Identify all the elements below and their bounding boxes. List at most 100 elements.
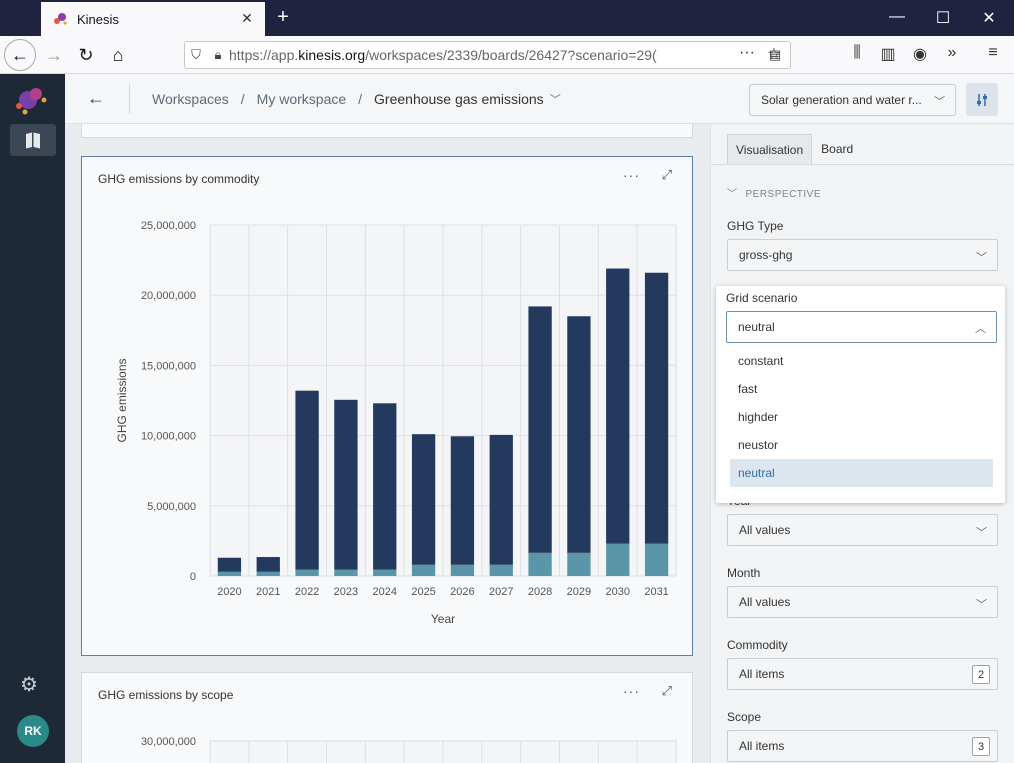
expand-icon[interactable]: ⤢: [661, 167, 672, 182]
reload-icon[interactable]: ↻: [78, 44, 94, 65]
page-actions-icon[interactable]: ···: [739, 44, 755, 61]
browser-forward-icon[interactable]: →: [45, 44, 63, 65]
y-tick-label: 0: [190, 571, 196, 583]
expand-icon[interactable]: ⤢: [661, 683, 672, 698]
chart-card-commodity[interactable]: GHG emissions by commodity ··· ⤢ 0 5,000,…: [81, 156, 693, 656]
dropdown-option-highder[interactable]: highder: [738, 410, 779, 424]
breadcrumb-my-workspace[interactable]: My workspace: [256, 91, 347, 107]
bar-segment: [606, 268, 630, 544]
lock-icon[interactable]: 🔒︎: [214, 47, 222, 62]
commodity-count-badge: 2: [972, 665, 990, 684]
window-close-icon[interactable]: ✕: [982, 10, 996, 27]
chevron-up-icon[interactable]: ︿: [975, 323, 986, 335]
back-arrow-icon[interactable]: ←: [87, 88, 105, 108]
bar-segment: [567, 552, 591, 576]
commodity-value: All items: [739, 667, 785, 681]
more-options-icon[interactable]: ···: [623, 167, 640, 183]
tab-visualisation[interactable]: Visualisation: [727, 134, 813, 164]
dropdown-option-constant[interactable]: constant: [738, 354, 784, 368]
commodity-label: Commodity: [727, 638, 788, 652]
chart-title: GHG emissions by commodity: [98, 172, 260, 186]
scope-select[interactable]: All items 3: [727, 730, 998, 762]
x-axis-title: Year: [431, 612, 455, 626]
y-tick-label: 10,000,000: [141, 431, 196, 443]
chart-card-scope[interactable]: GHG emissions by scope ··· ⤢ 30,000,000: [81, 672, 693, 763]
perspective-section[interactable]: ﹀ PERSPECTIVE: [727, 185, 821, 200]
grid-scenario-input[interactable]: neutral ︿: [726, 311, 997, 343]
boards-nav-button[interactable]: [10, 124, 56, 156]
x-tick-label: 2024: [373, 586, 397, 598]
scenario-select[interactable]: Solar generation and water r... ﹀: [749, 84, 956, 116]
bookmark-star-icon[interactable]: ☆: [766, 46, 782, 63]
ghg-type-value: gross-ghg: [739, 248, 793, 262]
ghg-type-label: GHG Type: [727, 219, 784, 233]
bar-segment: [411, 434, 436, 565]
y-tick-label: 5,000,000: [147, 501, 196, 513]
year-value: All values: [739, 523, 791, 537]
maximize-icon[interactable]: ☐: [935, 10, 951, 27]
x-tick-label: 2027: [489, 586, 513, 598]
bar-segment: [644, 272, 669, 544]
bar-segment: [373, 569, 397, 576]
breadcrumb: Workspaces / My workspace / Greenhouse g…: [152, 91, 561, 107]
sidebar-toggle-icon[interactable]: ▥: [880, 46, 896, 63]
perspective-heading: PERSPECTIVE: [745, 189, 822, 200]
x-tick-label: 2021: [256, 586, 280, 598]
month-select[interactable]: All values ﹀: [727, 586, 998, 618]
more-options-icon[interactable]: ···: [623, 683, 640, 699]
tabs-divider: [711, 164, 1014, 165]
scope-count-badge: 3: [972, 737, 990, 756]
library-icon[interactable]: ⫼: [853, 44, 861, 61]
y-tick-label: 25,000,000: [141, 220, 196, 232]
panel-tabs: Visualisation Board: [727, 134, 862, 164]
chevron-down-icon[interactable]: ﹀: [549, 94, 561, 106]
breadcrumb-workspaces[interactable]: Workspaces: [152, 91, 229, 107]
dropdown-option-neutral[interactable]: neutral: [730, 459, 993, 487]
breadcrumb-separator: /: [240, 91, 245, 107]
month-label: Month: [727, 566, 761, 580]
new-tab-icon[interactable]: +: [277, 6, 289, 28]
url-text[interactable]: https://app.kinesis.org/workspaces/2339/…: [229, 47, 657, 63]
chevron-down-icon: ﹀: [976, 599, 987, 611]
browser-tab[interactable]: Kinesis ✕: [41, 2, 265, 36]
breadcrumb-separator: /: [358, 91, 363, 107]
x-tick-label: 2023: [334, 586, 358, 598]
dropdown-option-fast[interactable]: fast: [738, 382, 758, 396]
bar-segment: [450, 564, 475, 576]
ghg-type-select[interactable]: gross-ghg ﹀: [727, 239, 998, 271]
chevron-down-icon: ﹀: [976, 252, 987, 264]
user-avatar[interactable]: RK: [17, 715, 49, 747]
x-tick-label: 2020: [217, 586, 241, 598]
browser-back-icon[interactable]: ←: [4, 39, 36, 71]
chevron-down-icon: ﹀: [727, 189, 738, 200]
shield-icon[interactable]: ⛉: [191, 47, 201, 62]
x-tick-label: 2025: [411, 586, 435, 598]
bar-segment: [295, 569, 319, 576]
reader-view-icon[interactable]: ▤: [768, 47, 782, 62]
tab-close-icon[interactable]: ✕: [241, 10, 253, 26]
breadcrumb-board[interactable]: Greenhouse gas emissions: [374, 91, 544, 107]
url-bar[interactable]: ⛉ 🔒︎ https://app.kinesis.org/workspaces/…: [184, 41, 791, 69]
menu-icon[interactable]: ≡: [988, 44, 998, 61]
commodity-select[interactable]: All items 2: [727, 658, 998, 690]
bar-segment: [528, 552, 552, 576]
home-icon[interactable]: ⌂: [112, 44, 124, 65]
filter-toggle-button[interactable]: [966, 83, 998, 116]
kinesis-logo-icon[interactable]: [14, 86, 50, 116]
x-tick-label: 2028: [528, 586, 552, 598]
year-select[interactable]: All values ﹀: [727, 514, 998, 546]
bar-segment: [489, 434, 513, 565]
bar-segment: [334, 399, 358, 570]
settings-gear-icon[interactable]: ⚙: [20, 674, 38, 696]
scope-bar-chart: 30,000,000: [141, 736, 677, 763]
bar-segment: [489, 564, 513, 576]
tab-board[interactable]: Board: [821, 142, 854, 156]
minimize-icon[interactable]: —: [889, 8, 905, 25]
overflow-icon[interactable]: »: [947, 44, 957, 61]
scenario-select-value: Solar generation and water r...: [761, 93, 922, 107]
chart-title: GHG emissions by scope: [98, 688, 234, 702]
bar-segment: [256, 557, 280, 572]
x-tick-label: 2031: [644, 586, 668, 598]
dropdown-option-neustor[interactable]: neustor: [738, 438, 779, 452]
account-icon[interactable]: ◉: [913, 46, 927, 63]
